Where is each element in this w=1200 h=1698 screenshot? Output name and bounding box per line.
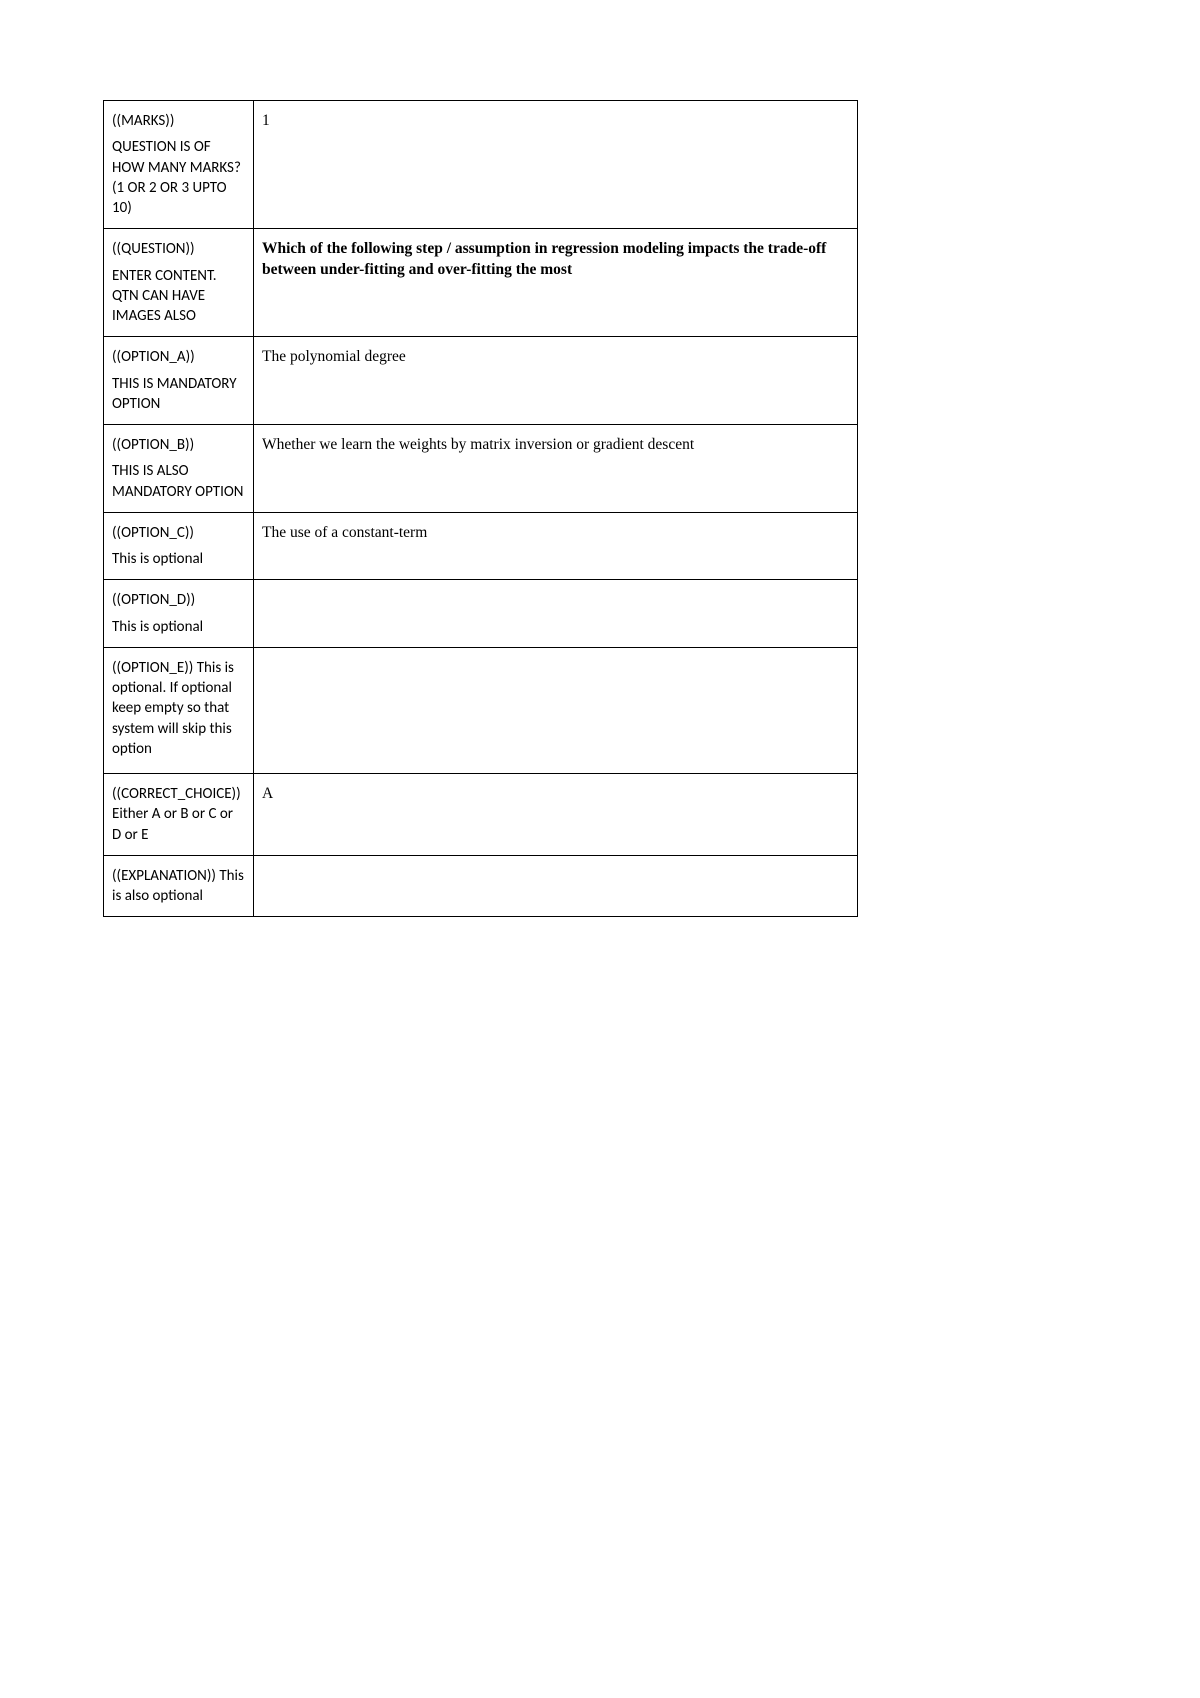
- value-option-e: [254, 647, 858, 773]
- tag-option-a: ((OPTION_A)): [112, 347, 245, 367]
- row-marks: ((MARKS)) QUESTION IS OF HOW MANY MARKS?…: [104, 101, 858, 229]
- label-explanation: ((EXPLANATION)) This is also optional: [104, 855, 254, 917]
- value-explanation: [254, 855, 858, 917]
- row-question: ((QUESTION)) ENTER CONTENT. QTN CAN HAVE…: [104, 229, 858, 337]
- row-correct: ((CORRECT_CHOICE)) Either A or B or C or…: [104, 774, 858, 856]
- row-option-d: ((OPTION_D)) This is optional: [104, 580, 858, 648]
- tag-question: ((QUESTION)): [112, 239, 245, 259]
- desc-option-b: THIS IS ALSO MANDATORY OPTION: [112, 462, 243, 500]
- value-option-a: The polynomial degree: [254, 337, 858, 425]
- label-marks: ((MARKS)) QUESTION IS OF HOW MANY MARKS?…: [104, 101, 254, 229]
- desc-option-a: THIS IS MANDATORY OPTION: [112, 375, 237, 413]
- question-table: ((MARKS)) QUESTION IS OF HOW MANY MARKS?…: [103, 100, 858, 917]
- value-option-b: Whether we learn the weights by matrix i…: [254, 425, 858, 513]
- desc-question: ENTER CONTENT. QTN CAN HAVE IMAGES ALSO: [112, 267, 217, 326]
- tag-option-e: ((OPTION_E)): [112, 659, 193, 677]
- desc-option-d: This is optional: [112, 618, 203, 636]
- label-option-c: ((OPTION_C)) This is optional: [104, 512, 254, 580]
- row-option-e: ((OPTION_E)) This is optional. If option…: [104, 647, 858, 773]
- desc-marks: QUESTION IS OF HOW MANY MARKS? (1 OR 2 O…: [112, 138, 241, 217]
- row-explanation: ((EXPLANATION)) This is also optional: [104, 855, 858, 917]
- label-option-e: ((OPTION_E)) This is optional. If option…: [104, 647, 254, 773]
- value-correct: A: [254, 774, 858, 856]
- label-option-b: ((OPTION_B)) THIS IS ALSO MANDATORY OPTI…: [104, 425, 254, 513]
- value-option-d: [254, 580, 858, 648]
- value-marks: 1: [254, 101, 858, 229]
- label-option-a: ((OPTION_A)) THIS IS MANDATORY OPTION: [104, 337, 254, 425]
- tag-marks: ((MARKS)): [112, 111, 245, 131]
- desc-correct: Either A or B or C or D or E: [112, 805, 233, 843]
- tag-correct: ((CORRECT_CHOICE)): [112, 785, 241, 803]
- row-option-c: ((OPTION_C)) This is optional The use of…: [104, 512, 858, 580]
- desc-option-c: This is optional: [112, 550, 203, 568]
- tag-explanation: ((EXPLANATION)): [112, 867, 216, 885]
- row-option-a: ((OPTION_A)) THIS IS MANDATORY OPTION Th…: [104, 337, 858, 425]
- value-option-c: The use of a constant-term: [254, 512, 858, 580]
- label-correct: ((CORRECT_CHOICE)) Either A or B or C or…: [104, 774, 254, 856]
- tag-option-c: ((OPTION_C)): [112, 523, 245, 543]
- tag-option-d: ((OPTION_D)): [112, 590, 245, 610]
- label-question: ((QUESTION)) ENTER CONTENT. QTN CAN HAVE…: [104, 229, 254, 337]
- document-page: ((MARKS)) QUESTION IS OF HOW MANY MARKS?…: [0, 0, 1200, 1698]
- row-option-b: ((OPTION_B)) THIS IS ALSO MANDATORY OPTI…: [104, 425, 858, 513]
- label-option-d: ((OPTION_D)) This is optional: [104, 580, 254, 648]
- value-question: Which of the following step / assumption…: [254, 229, 858, 337]
- tag-option-b: ((OPTION_B)): [112, 435, 245, 455]
